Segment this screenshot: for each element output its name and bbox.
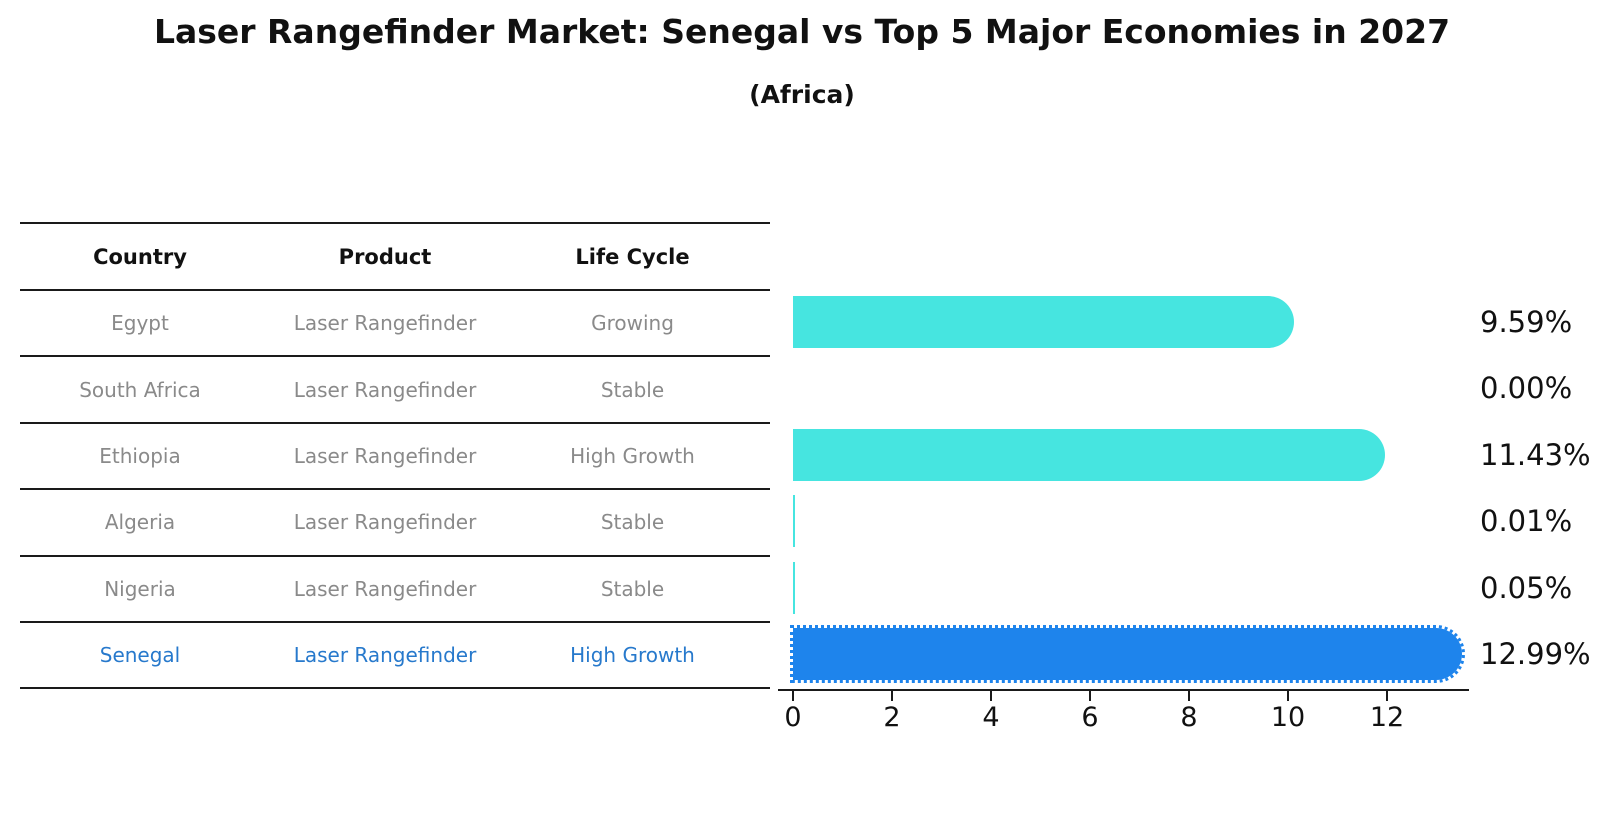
bar-nigeria [793, 561, 796, 614]
table-cell-life_cycle: High Growth [570, 443, 695, 468]
x-axis-line [778, 689, 1469, 691]
x-axis-tick-label: 12 [1369, 702, 1405, 733]
value-label-south-africa: 0.00% [1480, 371, 1573, 406]
x-axis-tick-label: 8 [1180, 702, 1198, 733]
x-axis-tick [1386, 691, 1388, 701]
table-cell-product: Laser Rangefinder [293, 643, 477, 668]
bar-egypt [793, 296, 1294, 348]
x-axis-tick-label: 6 [1081, 702, 1099, 733]
x-axis-tick-label: 2 [883, 702, 901, 733]
bar-senegal [790, 625, 1465, 683]
table-cell-country: Nigeria [104, 576, 176, 601]
table-cell-product: Laser Rangefinder [293, 377, 477, 402]
table-row-egypt: Egypt Laser Rangefinder Growing [20, 291, 770, 358]
x-axis-tick-label: 10 [1270, 702, 1306, 733]
table-header-product: Product [338, 244, 432, 269]
table-cell-product: Laser Rangefinder [293, 576, 477, 601]
table-cell-country: Ethiopia [99, 443, 181, 468]
table-cell-country: Algeria [104, 510, 176, 535]
x-axis-tick [792, 691, 794, 701]
table-row-ethiopia: Ethiopia Laser Rangefinder High Growth [20, 424, 770, 491]
x-axis-tick [1287, 691, 1289, 701]
table-cell-country: Senegal [99, 643, 181, 668]
x-axis-tick [1188, 691, 1190, 701]
bar-ethiopia [793, 428, 1385, 481]
table-cell-life_cycle: Stable [600, 576, 665, 601]
table-cell-life_cycle: Growing [591, 311, 674, 336]
bar-algeria [793, 495, 795, 548]
table-cell-life_cycle: Stable [600, 510, 665, 535]
table-cell-life_cycle: Stable [600, 377, 665, 402]
table-header-country: Country [93, 244, 187, 269]
chart-subtitle: (Africa) [749, 80, 855, 109]
x-axis-tick-label: 0 [784, 702, 802, 733]
data-table: Country Product Life Cycle Egypt Laser Rang… [20, 222, 770, 690]
chart-title: Laser Rangefinder Market: Senegal vs Top… [153, 12, 1451, 51]
table-row-nigeria: Nigeria Laser Rangefinder Stable [20, 557, 770, 623]
x-axis-tick [891, 691, 893, 701]
value-label-senegal: 12.99% [1480, 637, 1591, 671]
x-axis-tick-label: 4 [982, 702, 1000, 733]
value-label-algeria: 0.01% [1480, 504, 1573, 539]
table-body: Egypt Laser Rangefinder Growing South Afric… [20, 291, 770, 690]
table-row-senegal: Senegal Laser Rangefinder High Growth [20, 623, 770, 690]
table-cell-country: South Africa [79, 377, 201, 402]
x-axis-tick [1089, 691, 1091, 701]
table-row-south-africa: South Africa Laser Rangefinder Stable [20, 357, 770, 424]
x-axis-tick [990, 691, 992, 701]
table-header-row: Country Product Life Cycle [20, 222, 770, 291]
table-cell-country: Egypt [111, 311, 169, 336]
table-cell-product: Laser Rangefinder [293, 510, 477, 535]
value-label-ethiopia: 11.43% [1480, 437, 1591, 472]
table-row-algeria: Algeria Laser Rangefinder Stable [20, 490, 770, 557]
table-header-life-cycle: Life Cycle [575, 244, 690, 269]
table-cell-life_cycle: High Growth [570, 643, 695, 668]
table-cell-product: Laser Rangefinder [293, 311, 477, 336]
value-label-nigeria: 0.05% [1480, 570, 1573, 605]
table-cell-product: Laser Rangefinder [293, 443, 477, 468]
value-label-egypt: 9.59% [1480, 305, 1573, 339]
